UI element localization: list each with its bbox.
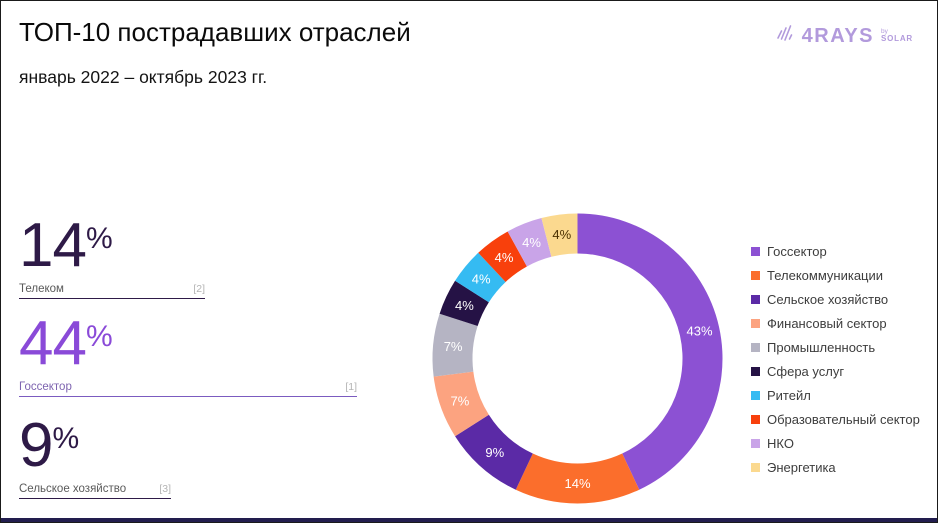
stat-label: Сельское хозяйство	[19, 483, 127, 496]
donut-slice-label: 4%	[455, 298, 474, 313]
stat-rank-badge: [2]	[193, 283, 205, 296]
logo-brand-text: 4RAYS	[801, 24, 874, 47]
stat-value: 44%	[19, 309, 113, 378]
legend-label: Ритейл	[767, 387, 811, 403]
stat-underline: Телеком [2]	[19, 283, 205, 300]
stat-rank-badge: [3]	[159, 483, 171, 496]
page-title: ТОП-10 пострадавших отраслей	[19, 17, 411, 47]
donut-slice-label: 9%	[485, 445, 504, 460]
stat-gov: 44% Госсектор [1]	[19, 309, 357, 398]
legend-item-6: Сфера услуг	[751, 359, 920, 383]
donut-slice-7	[455, 252, 506, 303]
donut-slice-label: 4%	[522, 235, 541, 250]
donut-slice-2	[515, 453, 640, 504]
stat-label: Телеком	[19, 283, 64, 296]
legend-item-2: Телекоммуникации	[751, 263, 920, 287]
legend-swatch	[751, 246, 760, 256]
legend-item-10: Энергетика	[751, 455, 920, 479]
donut-chart-container: 43% 14% 9% 7% 7% 4% 4% 4% 4% 4%	[429, 210, 726, 507]
donut-slice-3	[455, 414, 533, 490]
legend-swatch	[751, 318, 760, 328]
legend-swatch	[751, 342, 760, 352]
legend-swatch	[751, 414, 760, 424]
legend-label: Госсектор	[767, 243, 827, 259]
legend-swatch	[751, 390, 760, 400]
legend-item-8: Образовательный сектор	[751, 407, 920, 431]
legend-item-4: Финансовый сектор	[751, 311, 920, 335]
legend-item-9: НКО	[751, 431, 920, 455]
page-subtitle: январь 2022 – октябрь 2023 гг.	[19, 67, 268, 87]
donut-slice-9	[507, 218, 552, 267]
donut-slice-8	[478, 231, 527, 282]
donut-slice-1	[577, 213, 723, 490]
legend-label: Финансовый сектор	[767, 315, 887, 331]
legend-label: Промышленность	[767, 339, 876, 355]
legend-item-5: Промышленность	[751, 335, 920, 359]
logo-by-text: by	[881, 27, 888, 35]
brand-logo: 4RAYS by SOLAR	[775, 23, 913, 48]
stat-underline: Госсектор [1]	[19, 381, 357, 398]
legend-swatch	[751, 438, 760, 448]
donut-slice-6	[439, 280, 489, 327]
legend-swatch	[751, 462, 760, 472]
stat-telecom: 14% Телеком [2]	[19, 211, 205, 300]
legend-item-1: Госсектор	[751, 239, 920, 263]
percent-sign: %	[85, 222, 113, 256]
stat-label: Госсектор	[19, 381, 72, 394]
stat-value: 14%	[19, 211, 113, 280]
legend-label: Телекоммуникации	[767, 267, 884, 283]
legend-item-7: Ритейл	[751, 383, 920, 407]
legend-label: Сельское хозяйство	[767, 291, 889, 307]
donut-slice-label: 43%	[686, 324, 712, 339]
legend-swatch	[751, 366, 760, 376]
donut-slice-label: 7%	[444, 339, 463, 354]
donut-chart: 43% 14% 9% 7% 7% 4% 4% 4% 4% 4%	[432, 213, 723, 504]
stat-rank-badge: [1]	[345, 381, 357, 394]
rays-icon	[775, 23, 797, 48]
donut-slice-label: 4%	[472, 271, 491, 286]
donut-slice-label: 7%	[451, 393, 470, 408]
donut-slice-5	[432, 313, 478, 377]
logo-sub-text: by SOLAR	[881, 28, 913, 44]
stat-underline: Сельское хозяйство [3]	[19, 483, 171, 500]
legend-label: Сфера услуг	[767, 363, 845, 379]
donut-slice-10	[541, 213, 578, 257]
chart-legend: Госсектор Телекоммуникации Сельское хозяйс…	[751, 239, 920, 479]
legend-label: Образовательный сектор	[767, 411, 920, 427]
legend-swatch	[751, 270, 760, 280]
donut-slice-4	[433, 371, 489, 437]
percent-sign: %	[52, 422, 80, 456]
legend-item-3: Сельское хозяйство	[751, 287, 920, 311]
legend-label: Энергетика	[767, 459, 836, 475]
stat-agriculture: 9% Сельское хозяйство [3]	[19, 411, 171, 500]
donut-slice-label: 14%	[564, 476, 590, 491]
donut-slice-label: 4%	[552, 227, 571, 242]
donut-slice-label: 4%	[495, 250, 514, 265]
logo-company-text: SOLAR	[881, 33, 913, 43]
legend-swatch	[751, 294, 760, 304]
stat-value: 9%	[19, 411, 80, 480]
legend-label: НКО	[767, 435, 794, 451]
percent-sign: %	[85, 320, 113, 354]
footer-accent-bar	[1, 518, 937, 522]
